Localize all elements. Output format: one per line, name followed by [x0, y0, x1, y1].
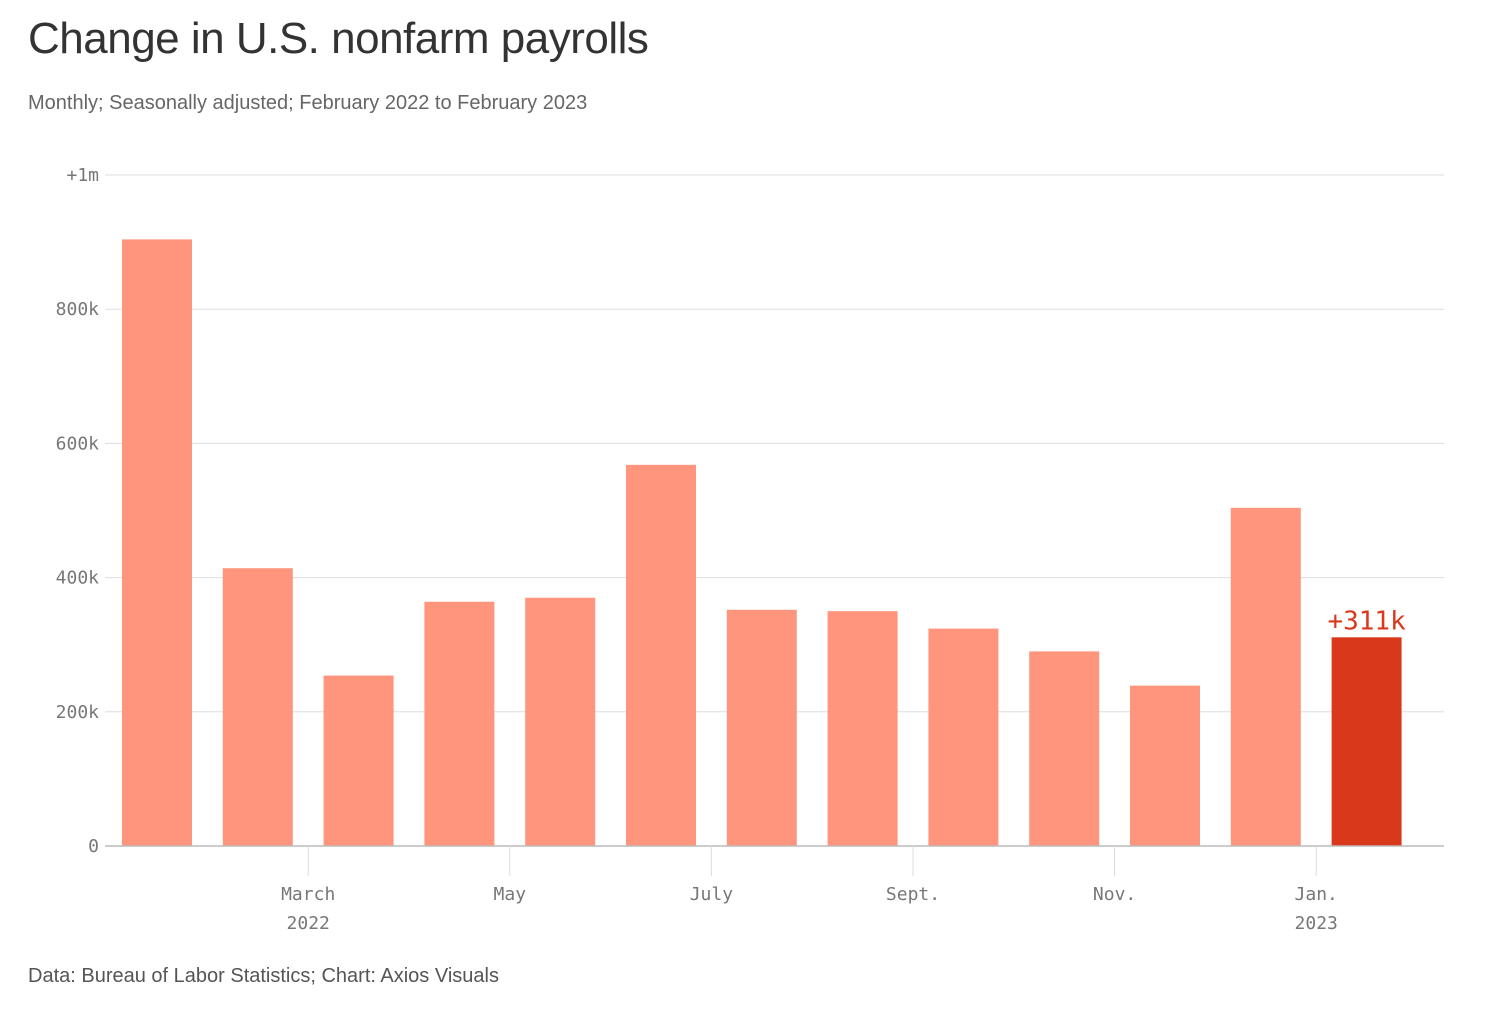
x-tick-label: July [690, 884, 734, 905]
bar [222, 568, 293, 846]
x-tick-label: March [281, 884, 335, 905]
bar-value-label: +311k [1327, 606, 1406, 636]
chart-subtitle: Monthly; Seasonally adjusted; February 2… [28, 92, 588, 114]
labels: 0 200k 400k 600k 800k +1m March 2022 May July Sept… [56, 165, 1406, 934]
bar [525, 597, 596, 846]
bar [122, 239, 192, 846]
y-tick-label: 0 [88, 836, 99, 857]
x-tick-year-label: 2023 [1295, 913, 1338, 934]
bar [626, 464, 696, 846]
bar [827, 611, 898, 846]
bar [323, 675, 394, 846]
bar [726, 609, 797, 846]
x-tick-label: Sept. [886, 884, 940, 905]
y-tick-label: 200k [56, 702, 100, 723]
y-tick-label: 800k [56, 299, 100, 320]
bars [122, 239, 1402, 846]
bar [424, 601, 495, 846]
axes [105, 845, 1444, 876]
chart-title: Change in U.S. nonfarm payrolls [28, 14, 649, 63]
bar [1130, 685, 1200, 846]
bar [928, 628, 999, 846]
y-tick-label: 400k [56, 568, 100, 589]
x-tick-year-label: 2022 [287, 913, 330, 934]
x-tick-label: Jan. [1295, 884, 1338, 905]
bar-highlighted [1331, 637, 1402, 846]
y-tick-label: +1m [66, 165, 99, 186]
x-tick-label: Nov. [1093, 884, 1136, 905]
y-tick-label: 600k [56, 433, 100, 454]
source-note: Data: Bureau of Labor Statistics; Chart:… [28, 965, 499, 987]
bar [1029, 651, 1100, 846]
x-tick-label: May [494, 884, 527, 905]
bar [1230, 507, 1301, 846]
